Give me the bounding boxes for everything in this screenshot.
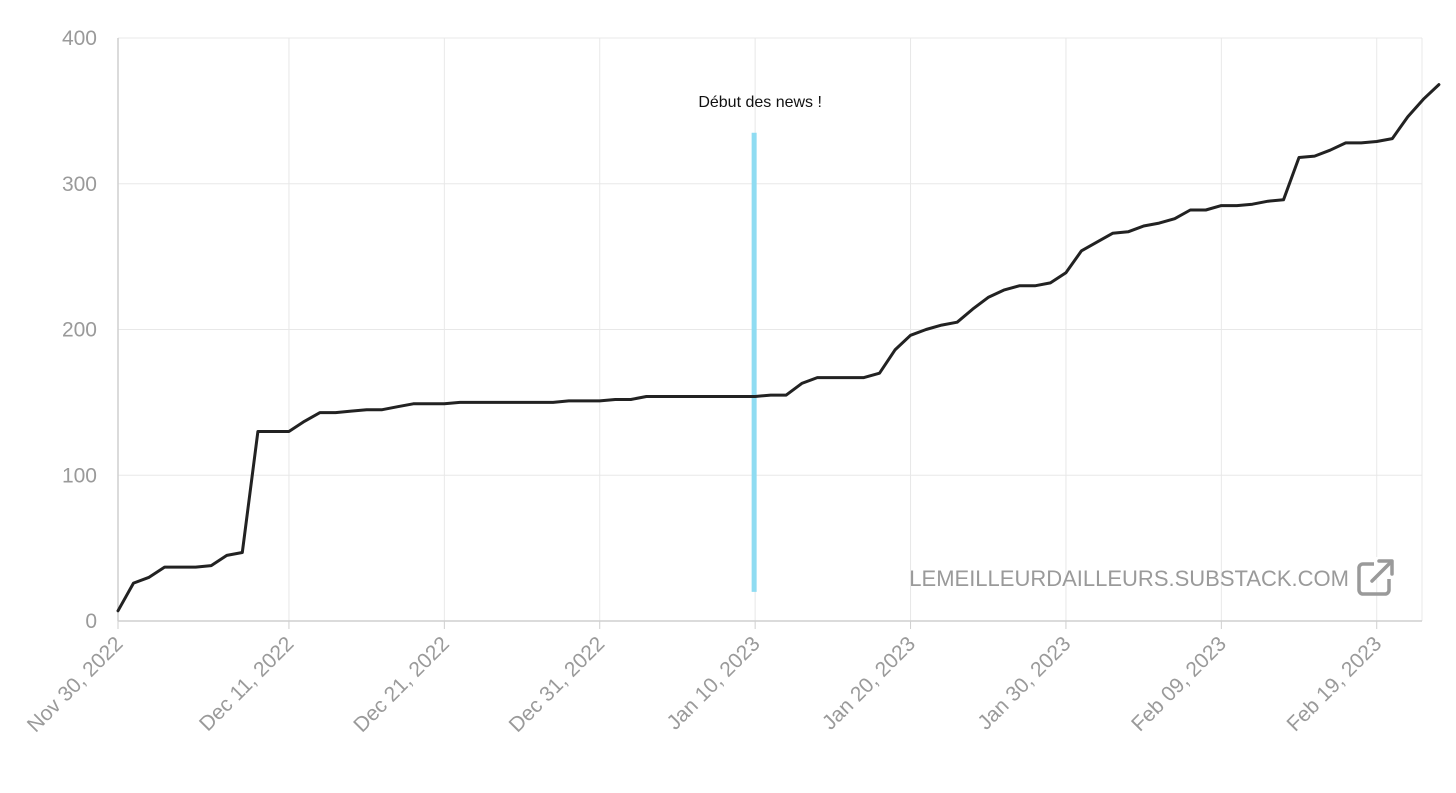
annotation-label: Début des news ! <box>698 94 822 111</box>
watermark[interactable]: LEMEILLEURDAILLEURS.SUBSTACK.COM <box>909 557 1398 596</box>
series-line <box>116 83 1441 613</box>
grid <box>117 37 1423 621</box>
x-tick-label: Feb 19, 2023 <box>1282 632 1386 736</box>
y-tick-label: 100 <box>62 464 97 487</box>
x-tick-label: Jan 30, 2023 <box>973 632 1075 734</box>
watermark-text: LEMEILLEURDAILLEURS.SUBSTACK.COM <box>909 566 1349 591</box>
x-axis-ticks: Nov 30, 2022 Dec 11, 2022 Dec 21, 2022 Dec … <box>23 632 1386 737</box>
x-tick-label: Jan 20, 2023 <box>818 632 920 734</box>
y-axis-ticks: 0 100 200 300 400 <box>62 27 97 633</box>
x-tick-label: Dec 21, 2022 <box>349 632 454 737</box>
y-tick-label: 300 <box>62 173 97 196</box>
annotation: Début des news ! <box>698 94 822 592</box>
y-tick-label: 400 <box>62 27 97 50</box>
x-tick-label: Dec 11, 2022 <box>195 632 299 736</box>
external-link-icon <box>1357 557 1398 596</box>
x-tick-label: Feb 09, 2023 <box>1127 632 1231 736</box>
x-tick-label: Jan 10, 2023 <box>663 632 765 734</box>
x-tick-label: Nov 30, 2022 <box>23 632 128 737</box>
axes <box>117 38 1422 629</box>
y-tick-label: 200 <box>62 319 97 342</box>
x-tick-label: Dec 31, 2022 <box>505 632 610 737</box>
y-tick-label: 0 <box>85 610 97 633</box>
